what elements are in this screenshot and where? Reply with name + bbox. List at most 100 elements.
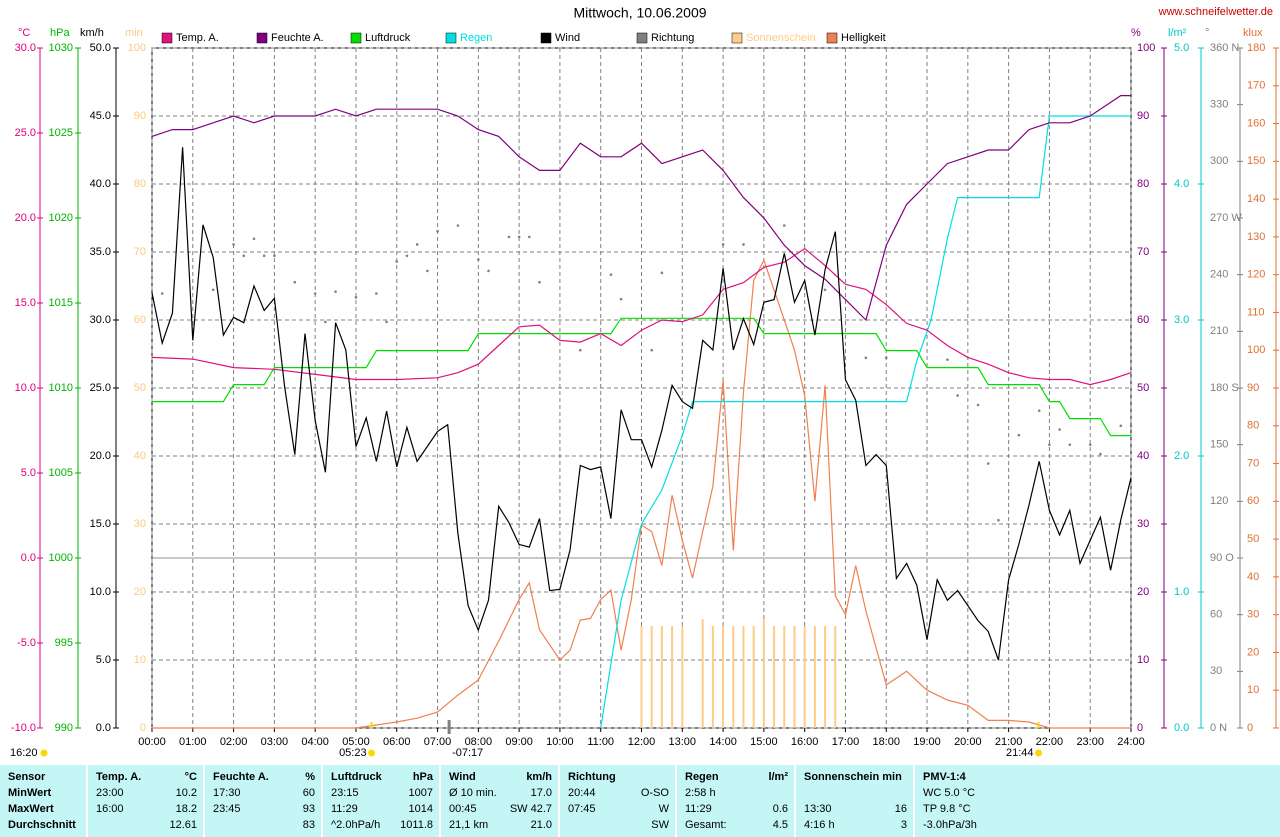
column-title: Luftdruck — [331, 771, 382, 783]
column-separator — [439, 765, 441, 837]
legend-label: Richtung — [651, 32, 694, 44]
direction-dot — [507, 235, 511, 239]
direction-dot — [405, 254, 409, 258]
y-tick-label: 25.0 — [15, 127, 36, 139]
direction-dot — [660, 271, 664, 275]
y-tick-label: 45.0 — [90, 110, 111, 122]
direction-dot — [242, 254, 246, 258]
x-tick-label: 13:00 — [669, 736, 697, 748]
y-tick-label: 5.0 — [21, 467, 36, 479]
y-tick-label: 210 — [1210, 325, 1228, 337]
series-line — [152, 317, 1131, 437]
legend-label: Sonnenschein — [746, 32, 816, 44]
sunshine-bar — [650, 626, 653, 728]
y-tick-label: 20.0 — [15, 212, 36, 224]
y-tick-label: 100 — [1247, 344, 1265, 356]
direction-dot — [528, 235, 531, 239]
x-tick-label: 00:00 — [138, 736, 166, 748]
axis-unit: klux — [1243, 27, 1263, 39]
direction-dot — [334, 290, 337, 293]
direction-dot — [160, 292, 164, 295]
cell-right: W — [658, 803, 669, 815]
y-tick-label: 100 — [128, 42, 146, 54]
legend-label: Temp. A. — [176, 32, 219, 44]
y-tick-label: 10.0 — [15, 382, 36, 394]
direction-dot — [609, 273, 613, 276]
y-tick-label: 1.0 — [1174, 586, 1189, 598]
cell-left: Gesamt: — [685, 819, 727, 831]
column-separator — [675, 765, 677, 837]
y-tick-label: 1015 — [49, 297, 73, 309]
x-tick-label: 16:00 — [791, 736, 819, 748]
direction-dot — [426, 269, 429, 273]
axis-unit: hPa — [50, 27, 70, 39]
direction-dot — [619, 297, 623, 301]
marker-label: 05:23 — [339, 747, 367, 759]
cell-left: 4:16 h — [804, 819, 835, 831]
direction-dot — [517, 235, 521, 239]
cell-left: 07:45 — [568, 803, 596, 815]
y-tick-label: 70 — [134, 246, 146, 258]
direction-dot — [293, 280, 297, 284]
x-tick-label: 07:00 — [424, 736, 452, 748]
cell-right: SW — [651, 819, 669, 831]
sunshine-bar — [824, 626, 827, 728]
direction-dot — [313, 292, 317, 295]
y-tick-label: 60 — [1137, 314, 1149, 326]
stats-table: Sensor Temp. A. °C Feuchte A.% Luftdruck hPa W… — [0, 765, 1280, 837]
column-title: Sonnenschein min — [804, 771, 902, 783]
y-tick-label: 0 — [140, 722, 146, 734]
axis-unit: % — [1131, 27, 1141, 39]
column-title: Wind — [449, 771, 476, 783]
x-tick-label: 15:00 — [750, 736, 778, 748]
sunshine-bar — [660, 626, 663, 728]
direction-dot — [273, 254, 276, 258]
column-separator — [203, 765, 205, 837]
x-tick-label: 23:00 — [1076, 736, 1104, 748]
y-tick-label: 180 — [1247, 42, 1265, 54]
x-tick-label: 17:00 — [832, 736, 860, 748]
chart-title: Mittwoch, 10.06.2009 — [573, 5, 706, 21]
y-tick-label: 20.0 — [90, 450, 111, 462]
y-tick-label: 90 O — [1210, 552, 1234, 564]
marker-label: 21:44 — [1006, 747, 1034, 759]
y-tick-label: 90 — [134, 110, 146, 122]
series-line — [152, 258, 1131, 729]
y-tick-label: 990 — [55, 722, 73, 734]
direction-dot — [650, 348, 653, 352]
cell-left: 23:45 — [213, 803, 241, 815]
y-tick-label: 1000 — [49, 552, 73, 564]
sunshine-bar — [752, 626, 755, 728]
direction-dot — [986, 462, 990, 465]
series-line — [600, 115, 1131, 729]
y-tick-label: 15.0 — [15, 297, 36, 309]
direction-dot — [232, 243, 235, 246]
cell-right: 83 — [302, 819, 315, 831]
cell-left: 11:29 — [331, 803, 358, 815]
y-tick-label: 0 — [1137, 722, 1143, 734]
x-tick-label: 11:00 — [587, 736, 614, 748]
y-tick-label: 30 — [1210, 665, 1222, 677]
y-tick-label: 270 W — [1210, 212, 1242, 224]
column-title: PMV-1:4 — [923, 771, 966, 783]
cell-right: 21.0 — [530, 819, 552, 831]
y-tick-label: 25.0 — [90, 382, 111, 394]
y-tick-label: 10.0 — [90, 586, 111, 598]
column-unit: hPa — [412, 771, 433, 783]
cell-right: O-SO — [640, 787, 669, 799]
cell-right: 17.0 — [530, 787, 552, 799]
direction-dot — [456, 224, 460, 227]
y-tick-label: 120 — [1247, 269, 1265, 281]
cell-left: TP 9.8 °C — [923, 803, 971, 815]
cell-right: 1011.8 — [400, 819, 433, 831]
y-tick-label: 110 — [1247, 306, 1265, 318]
sunshine-bar — [640, 626, 643, 728]
sunshine-bar — [681, 626, 684, 728]
cell-left: Ø 10 min. — [449, 787, 497, 799]
cell-left: 23:15 — [331, 787, 359, 799]
legend-swatch — [161, 32, 173, 44]
cell-right: 4.5 — [772, 819, 788, 831]
legend-swatch — [350, 32, 362, 44]
sunshine-bar — [722, 626, 725, 728]
